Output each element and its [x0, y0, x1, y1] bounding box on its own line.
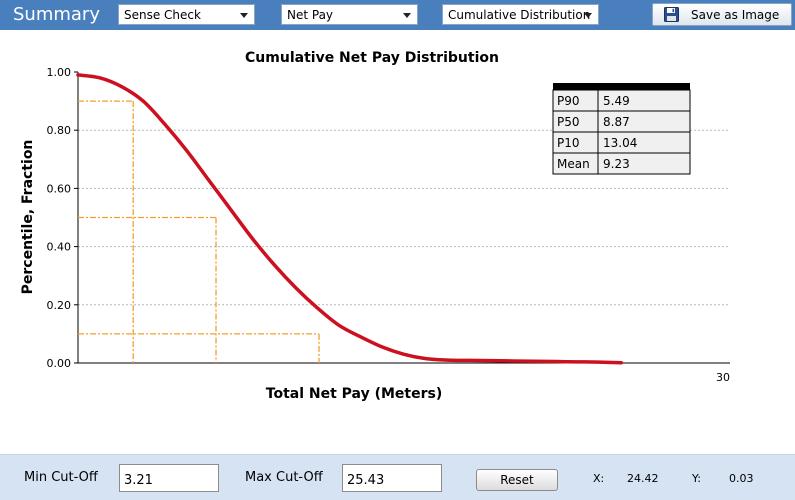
- max-cutoff-label: Max Cut-Off: [245, 470, 323, 485]
- y-readout-value: 0.03: [729, 472, 754, 485]
- chart-type-dropdown[interactable]: Cumulative Distribution: [442, 4, 599, 25]
- y-readout-label: Y:: [692, 472, 701, 485]
- top-toolbar: Summary Sense Check Net Pay Cumulative D…: [0, 0, 795, 30]
- chevron-down-icon: [403, 13, 411, 18]
- stats-label: P10: [557, 136, 580, 150]
- page-title: Summary: [13, 4, 100, 25]
- save-as-image-label: Save as Image: [691, 8, 780, 22]
- cumulative-distribution-chart: Cumulative Net Pay Distribution 0.00 0.20…: [20, 50, 731, 402]
- property-dropdown[interactable]: Net Pay: [281, 4, 418, 25]
- stats-label: P90: [557, 94, 580, 108]
- y-tick-label: 0.00: [47, 357, 72, 370]
- y-tick-label: 0.80: [47, 124, 72, 137]
- percentile-markers: [78, 100, 320, 363]
- y-tick-label: 0.60: [47, 182, 72, 195]
- min-cutoff-input[interactable]: [119, 464, 219, 492]
- y-axis-label: Percentile, Fraction: [20, 140, 36, 295]
- min-cutoff-label: Min Cut-Off: [24, 470, 98, 485]
- property-dropdown-value: Net Pay: [287, 8, 334, 22]
- max-cutoff-input[interactable]: [342, 464, 442, 492]
- save-as-image-button[interactable]: Save as Image: [652, 3, 792, 26]
- chart-tick-labels: 0.00 0.20 0.40 0.60 0.80 1.00 30: [47, 66, 731, 384]
- y-tick-label: 1.00: [47, 66, 72, 79]
- chart-type-dropdown-value: Cumulative Distribution: [448, 8, 591, 22]
- stats-label: Mean: [557, 157, 590, 171]
- chevron-down-icon: [240, 13, 248, 18]
- floppy-disk-icon: [664, 7, 679, 22]
- chevron-down-icon: [584, 13, 592, 18]
- stats-value: 9.23: [603, 157, 630, 171]
- y-tick-label: 0.40: [47, 241, 72, 254]
- x-readout-label: X:: [593, 472, 605, 485]
- reset-button[interactable]: Reset: [476, 469, 558, 491]
- stats-value: 5.49: [603, 94, 630, 108]
- bottom-controls: Min Cut-Off Max Cut-Off Reset X: 24.42 Y…: [0, 454, 795, 500]
- stats-value: 13.04: [603, 136, 637, 150]
- cdf-curve: [76, 73, 624, 365]
- x-axis-label: Total Net Pay (Meters): [266, 386, 442, 402]
- x-readout-value: 24.42: [627, 472, 659, 485]
- stats-table: P90 5.49 P50 8.87 P10 13.04 Mean 9.23: [552, 83, 691, 175]
- stats-value-cell: [597, 152, 691, 175]
- x-tick-label: 30: [716, 371, 730, 384]
- chart-title: Cumulative Net Pay Distribution: [245, 50, 499, 66]
- stats-value: 8.87: [603, 115, 630, 129]
- y-tick-label: 0.20: [47, 299, 72, 312]
- chart-grid: [78, 129, 730, 306]
- stats-label: P50: [557, 115, 580, 129]
- stats-table-header: [553, 83, 690, 90]
- analysis-type-dropdown-value: Sense Check: [124, 8, 201, 22]
- analysis-type-dropdown[interactable]: Sense Check: [118, 4, 255, 25]
